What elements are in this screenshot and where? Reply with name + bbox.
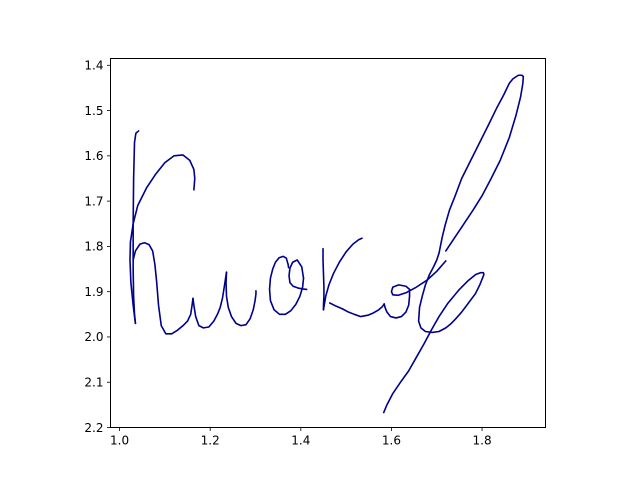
y-tick-label: 1.7 [84,194,103,208]
signature-stroke-3 [132,241,194,335]
x-tick-label: 1.4 [291,434,310,448]
y-tick-label: 2.1 [84,376,103,390]
y-tick-label: 1.9 [84,285,103,299]
y-axis: 1.4 1.5 1.6 1.7 1.8 1.9 2.0 2.1 2.2 [84,59,111,435]
signature-stroke-13 [382,74,525,414]
y-tick-label: 2.0 [84,330,103,344]
signature-stroke-5 [225,271,257,327]
y-tick-label: 1.8 [84,240,103,254]
signature-stroke-12 [390,260,447,297]
y-tick-label: 2.2 [84,421,103,435]
x-tick-label: 1.0 [110,434,129,448]
y-tick-label: 1.4 [84,59,103,73]
signature-stroke-9 [322,237,363,311]
y-tick-label: 1.6 [84,149,103,163]
plot-frame [110,58,546,428]
signature-stroke-8 [322,247,325,311]
signature-stroke-6 [268,255,305,316]
x-tick-label: 1.8 [473,434,492,448]
y-tick-label: 1.5 [84,104,103,118]
x-tick-label: 1.6 [382,434,401,448]
x-axis: 1.0 1.2 1.4 1.6 1.8 [110,427,492,448]
x-tick-label: 1.2 [201,434,220,448]
signature-stroke-1 [132,130,140,325]
signature-stroke-11 [383,288,411,319]
signature-curves [129,74,525,414]
signature-stroke-4 [192,271,228,329]
signature-stroke-10 [329,302,385,318]
signature-stroke-2 [129,154,196,325]
signature-stroke-7 [288,259,308,291]
